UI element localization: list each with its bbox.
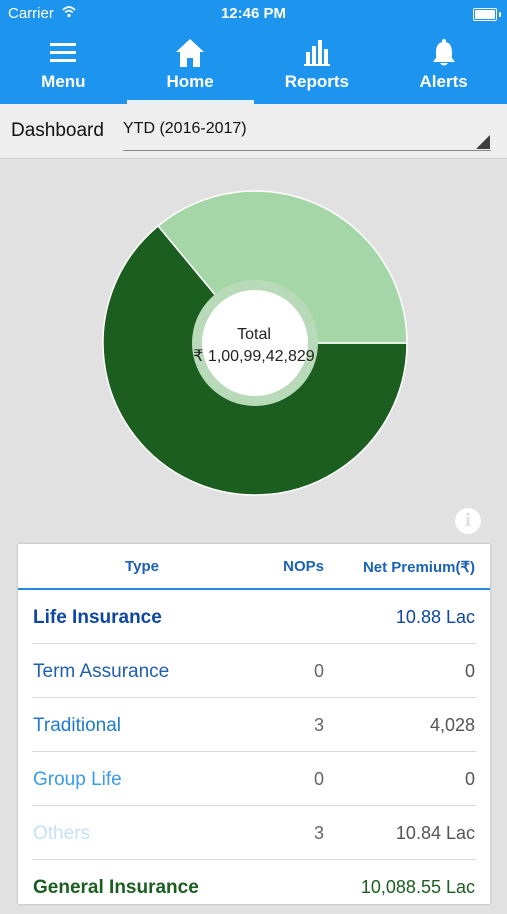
row-premium: 10.88 Lac bbox=[395, 607, 475, 627]
menu-icon bbox=[50, 43, 77, 62]
row-type: General Insurance bbox=[33, 877, 199, 898]
tab-home[interactable]: Home bbox=[126, 28, 254, 104]
row-type: Traditional bbox=[33, 715, 122, 736]
table-row[interactable]: Traditional 3 4,028 bbox=[18, 698, 490, 752]
row-nops: 0 bbox=[313, 769, 324, 789]
battery-icon bbox=[473, 8, 501, 21]
dashboard-header: Dashboard YTD (2016-2017) bbox=[0, 104, 507, 159]
row-premium: 10,088.55 Lac bbox=[360, 877, 475, 897]
premium-table: Type NOPs Net Premium(₹) Life Insurance 1… bbox=[18, 544, 490, 904]
row-type: Term Assurance bbox=[33, 661, 170, 682]
row-type: Group Life bbox=[33, 769, 122, 790]
tab-reports[interactable]: Reports bbox=[254, 28, 381, 104]
info-icon[interactable]: i bbox=[455, 508, 481, 534]
chart-center-label: Total ₹ 1,00,99,42,829 bbox=[190, 278, 318, 406]
row-divider bbox=[32, 643, 476, 644]
bell-icon bbox=[432, 39, 455, 66]
row-nops: 3 bbox=[313, 823, 324, 843]
tab-alerts-label: Alerts bbox=[419, 72, 468, 91]
tab-alerts[interactable]: Alerts bbox=[380, 28, 507, 104]
table-row[interactable]: Others 3 10.84 Lac bbox=[18, 806, 490, 860]
table-row[interactable]: Term Assurance 0 0 bbox=[18, 644, 490, 698]
row-premium: 4,028 bbox=[429, 715, 475, 735]
tab-reports-label: Reports bbox=[284, 72, 349, 91]
tab-home-label: Home bbox=[166, 72, 214, 91]
dashboard-title: Dashboard bbox=[11, 120, 104, 141]
chart-center-total: ₹ 1,00,99,42,829 bbox=[193, 348, 315, 365]
table-row[interactable]: Life Insurance 10.88 Lac bbox=[18, 590, 490, 644]
status-time: 12:46 PM bbox=[220, 5, 287, 22]
premium-donut-chart bbox=[102, 190, 408, 496]
table-row[interactable]: Group Life 0 0 bbox=[18, 752, 490, 806]
row-nops: 0 bbox=[313, 661, 324, 681]
chart-center-title: Total bbox=[237, 326, 271, 343]
wifi-icon bbox=[62, 6, 76, 18]
tab-menu[interactable]: Menu bbox=[0, 28, 127, 104]
header-nops: NOPs bbox=[283, 558, 324, 575]
row-premium: 10.84 Lac bbox=[395, 823, 475, 843]
header-premium: Net Premium(₹) bbox=[362, 559, 475, 576]
table-header: Type NOPs Net Premium(₹) bbox=[18, 544, 490, 590]
dropdown-arrow-icon bbox=[476, 135, 490, 149]
header-type: Type bbox=[125, 558, 159, 575]
period-value: YTD (2016-2017) bbox=[123, 120, 247, 137]
home-icon bbox=[176, 39, 205, 67]
row-divider bbox=[32, 751, 476, 752]
status-bar: Carrier 12:46 PM bbox=[0, 0, 507, 28]
carrier-label: Carrier bbox=[8, 5, 54, 22]
tab-menu-label: Menu bbox=[41, 72, 86, 91]
row-divider bbox=[32, 805, 476, 806]
row-nops: 3 bbox=[313, 715, 324, 735]
period-dropdown[interactable]: YTD (2016-2017) bbox=[123, 118, 491, 151]
row-premium: 0 bbox=[464, 661, 475, 681]
row-type: Others bbox=[33, 823, 91, 844]
donut-hole bbox=[202, 290, 308, 396]
row-divider bbox=[32, 859, 476, 860]
row-type: Life Insurance bbox=[33, 607, 162, 628]
top-nav-bar: Menu Home Reports Alerts bbox=[0, 28, 507, 104]
row-premium: 0 bbox=[464, 769, 475, 789]
bar-chart-icon bbox=[303, 40, 330, 66]
row-divider bbox=[32, 697, 476, 698]
table-row[interactable]: General Insurance 10,088.55 Lac bbox=[18, 860, 490, 914]
